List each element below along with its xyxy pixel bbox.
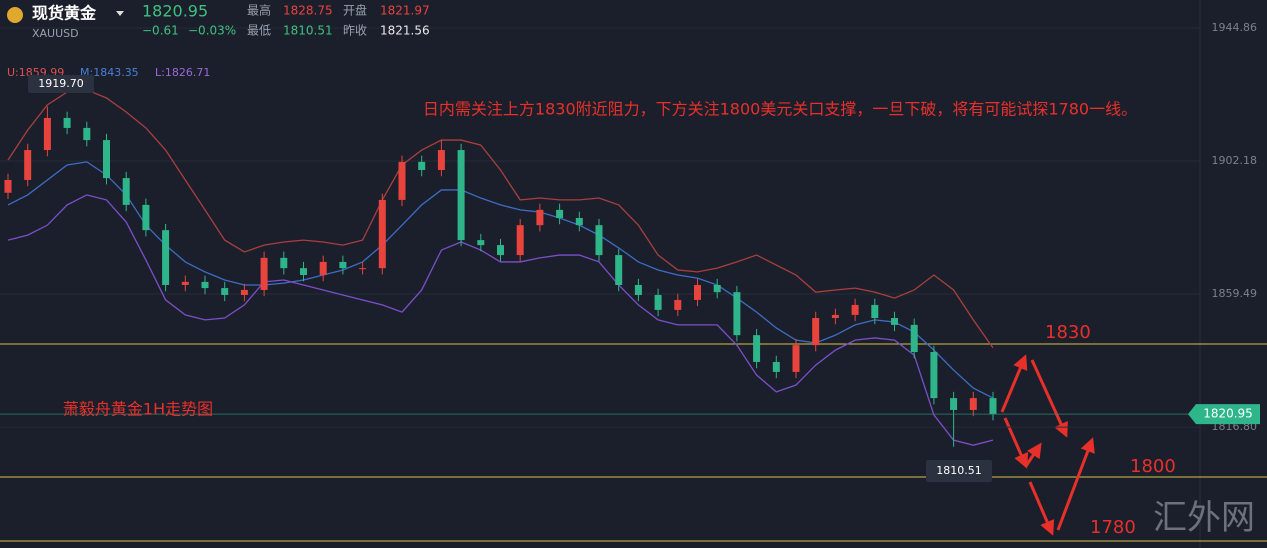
candle-body xyxy=(457,150,465,241)
candle-body xyxy=(221,288,229,295)
candle-body xyxy=(319,261,327,276)
candle-body xyxy=(989,398,997,415)
change: −0.61 xyxy=(142,24,179,38)
candle-body xyxy=(339,261,347,269)
arrow xyxy=(1024,442,1042,467)
y-tick-label: 1859.49 xyxy=(1212,287,1258,300)
band-line xyxy=(7,194,994,446)
candle-body xyxy=(398,161,406,200)
min-label-box xyxy=(926,460,992,482)
forecast-arrows xyxy=(1000,354,1095,536)
last-price-label: 1820.95 xyxy=(1203,407,1253,421)
stat-label: 最高 xyxy=(247,3,271,18)
instrument-name: 现货黄金 xyxy=(32,4,97,23)
candle-body xyxy=(536,209,544,226)
candle-body xyxy=(812,318,820,346)
candle-body xyxy=(516,225,524,256)
candle-body xyxy=(83,127,91,141)
candle-body xyxy=(772,361,780,372)
candle-body xyxy=(162,230,170,285)
stat-value: 1810.51 xyxy=(283,24,333,38)
candle-body xyxy=(418,161,426,170)
stat-label: 最低 xyxy=(247,24,271,38)
candle-body xyxy=(851,304,859,315)
candle-body xyxy=(694,284,701,300)
candle-body xyxy=(63,117,71,128)
band-legend: L:1826.71 xyxy=(155,66,210,79)
level-label: 1780 xyxy=(1090,517,1136,538)
price: 1820.95 xyxy=(142,2,208,21)
candle-body xyxy=(674,299,682,310)
chart-caption: 萧毅舟黄金1H走势图 xyxy=(63,400,213,419)
candle-body xyxy=(437,150,445,170)
candle-body xyxy=(891,318,898,325)
candle-body xyxy=(260,257,268,290)
band-line xyxy=(7,89,994,349)
max-label-box xyxy=(28,75,94,93)
candle-body xyxy=(595,225,603,256)
candle-body xyxy=(181,281,189,285)
candle-body xyxy=(142,204,150,231)
candle-body xyxy=(753,335,761,362)
candle-body xyxy=(871,304,879,319)
arrow xyxy=(1056,437,1095,531)
min-label: 1810.51 xyxy=(936,464,982,477)
candle-body xyxy=(497,245,504,256)
annotation: 日内需关注上方1830附近阻力，下方关注1800美元关口支撑，一旦下破，将有可能… xyxy=(423,100,1137,119)
dropdown-icon[interactable] xyxy=(116,11,124,16)
candle-body xyxy=(654,294,662,310)
candle-body xyxy=(122,178,130,205)
candle-body xyxy=(930,351,938,399)
candle-body xyxy=(969,398,977,410)
candle-body xyxy=(300,268,307,276)
y-tick-label: 1902.18 xyxy=(1212,154,1258,167)
candle-body xyxy=(792,345,800,372)
candle-body xyxy=(4,179,12,193)
candle-body xyxy=(713,284,721,293)
arrow xyxy=(1030,359,1068,438)
level-label: 1800 xyxy=(1130,456,1176,477)
arrow xyxy=(1028,481,1055,536)
candle-body xyxy=(43,117,51,151)
stat-value: 1828.75 xyxy=(283,4,333,18)
stat-value: 1821.56 xyxy=(380,24,430,38)
candle-body xyxy=(240,289,248,295)
band-legend: M:1843.35 xyxy=(80,66,139,79)
candle-body xyxy=(103,140,110,179)
candle-body xyxy=(201,281,209,289)
candle-body xyxy=(24,150,32,180)
candle-body xyxy=(831,314,839,319)
candle-body xyxy=(477,240,485,246)
candle-body xyxy=(280,257,288,269)
candle-body xyxy=(378,199,386,269)
arrow xyxy=(1000,354,1028,413)
level-label: 1830 xyxy=(1045,322,1091,343)
gold-icon xyxy=(7,7,23,23)
candle-body xyxy=(910,324,918,352)
candle-body xyxy=(615,255,623,285)
watermark: 汇外网 xyxy=(1153,499,1255,537)
candle-body xyxy=(733,292,741,336)
last-price-tag xyxy=(1188,404,1260,425)
stat-label: 昨收 xyxy=(343,24,367,38)
stat-value: 1821.97 xyxy=(380,4,430,18)
arrow xyxy=(1003,417,1029,469)
stat-label: 开盘 xyxy=(343,3,367,18)
symbol: XAUUSD xyxy=(32,27,79,40)
max-label: 1919.70 xyxy=(38,77,84,90)
y-tick-label: 1944.86 xyxy=(1212,21,1258,34)
candle-body xyxy=(575,217,583,226)
band-line xyxy=(7,161,994,399)
candle-body xyxy=(950,398,958,410)
candle-body xyxy=(556,209,564,218)
candle-body xyxy=(359,268,367,270)
candle-body xyxy=(634,284,642,295)
change-pct: −0.03% xyxy=(188,24,236,38)
